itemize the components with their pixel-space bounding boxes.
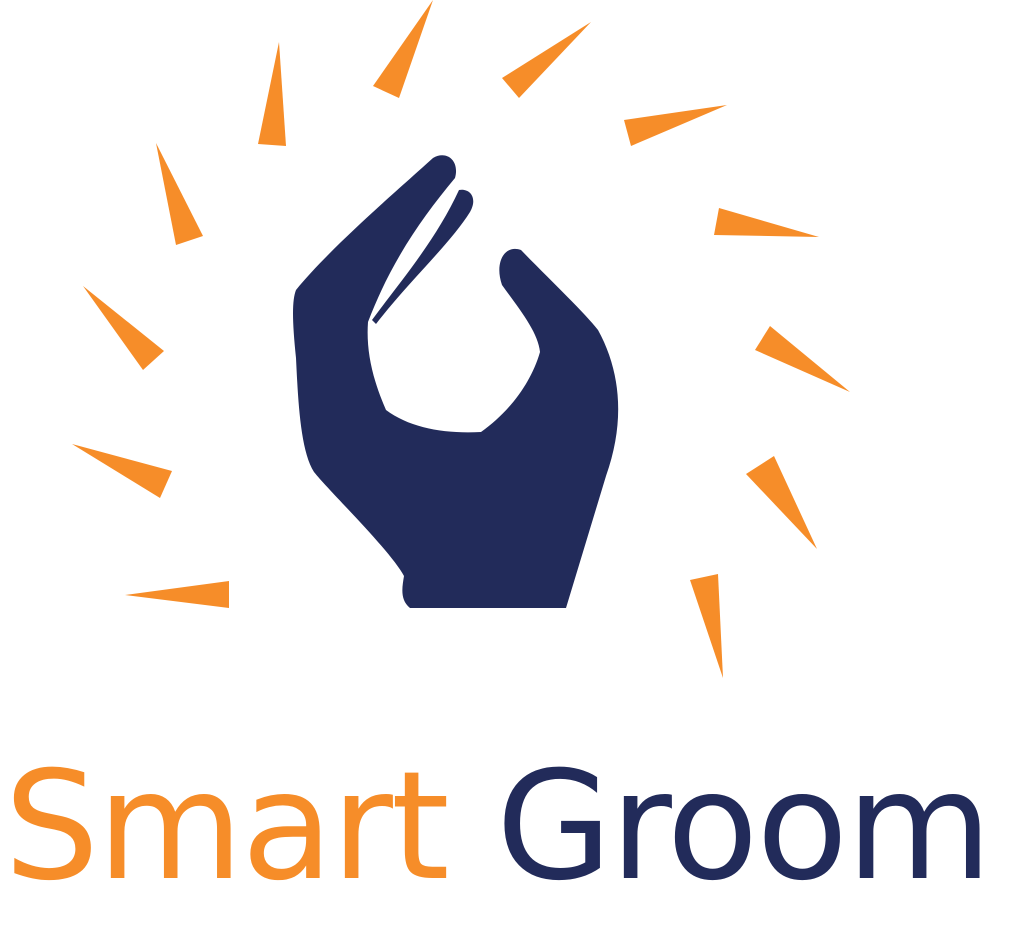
burst-rays-icon xyxy=(72,0,850,678)
brand-name: Smart Groom xyxy=(0,752,1022,902)
brand-name-smart: Smart xyxy=(4,740,450,914)
hand-snap-icon xyxy=(293,155,619,608)
logo-mark xyxy=(72,0,850,678)
brand-name-groom: Groom xyxy=(496,740,992,914)
